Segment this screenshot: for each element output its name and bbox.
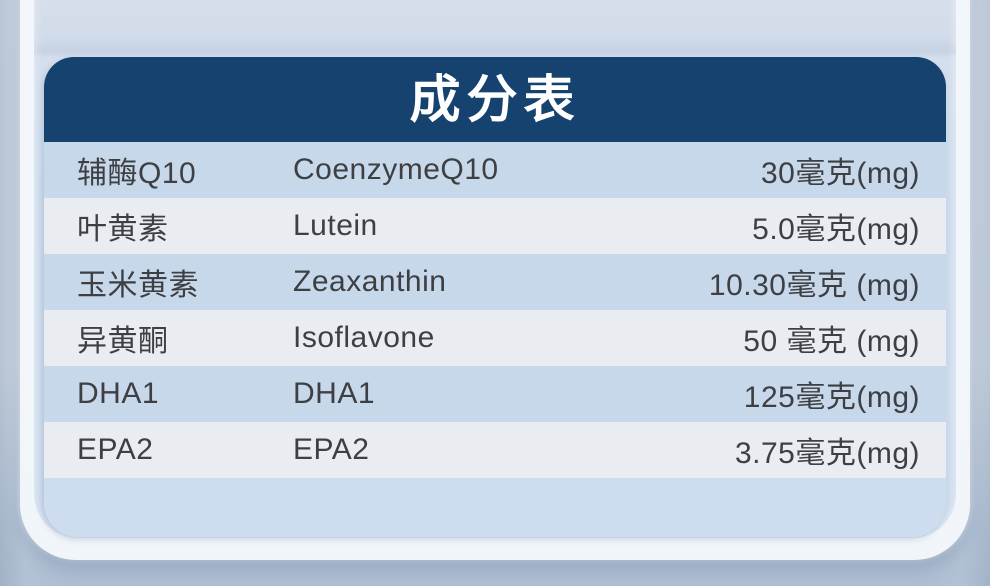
ingredient-amount: 5.0毫克(mg) [752, 213, 920, 246]
table-title: 成分表 [409, 71, 581, 128]
ingredient-name-cn: DHA1 [77, 377, 160, 410]
ingredient-name-cn: 辅酶Q10 [77, 157, 197, 190]
table-row: EPA2 EPA2 3.75毫克(mg) [44, 422, 946, 478]
ingredient-name-cn: 异黄酮 [77, 325, 169, 358]
ingredient-name-cn: 叶黄素 [77, 213, 169, 246]
ingredient-name-en: Isoflavone [293, 321, 435, 354]
ingredient-amount: 50 毫克 (mg) [743, 325, 920, 358]
ingredient-amount: 10.30毫克 (mg) [708, 269, 920, 302]
ingredient-amount: 125毫克(mg) [743, 381, 920, 414]
table-footer [44, 478, 946, 537]
table-row: DHA1 DHA1 125毫克(mg) [44, 366, 946, 422]
ingredient-name-en: EPA2 [293, 433, 370, 466]
table-row: 辅酶Q10 CoenzymeQ10 30毫克(mg) [44, 142, 946, 198]
table-body: 辅酶Q10 CoenzymeQ10 30毫克(mg) 叶黄素 Lutein 5.… [44, 142, 946, 478]
ingredients-table-card: 成分表 辅酶Q10 CoenzymeQ10 30毫克(mg) 叶黄素 Lutei… [44, 57, 946, 537]
ingredient-name-cn: 玉米黄素 [77, 269, 199, 302]
table-row: 异黄酮 Isoflavone 50 毫克 (mg) [44, 310, 946, 366]
table-row: 玉米黄素 Zeaxanthin 10.30毫克 (mg) [44, 254, 946, 310]
ingredient-amount: 3.75毫克(mg) [734, 437, 920, 470]
ingredient-name-en: CoenzymeQ10 [293, 153, 499, 186]
ingredient-amount: 30毫克(mg) [760, 157, 920, 190]
table-title-bar: 成分表 [44, 57, 946, 142]
table-row: 叶黄素 Lutein 5.0毫克(mg) [44, 198, 946, 254]
ingredient-name-en: Zeaxanthin [293, 265, 447, 298]
ingredient-name-cn: EPA2 [77, 433, 154, 466]
ingredient-name-en: DHA1 [293, 377, 376, 410]
ingredient-name-en: Lutein [293, 209, 378, 242]
